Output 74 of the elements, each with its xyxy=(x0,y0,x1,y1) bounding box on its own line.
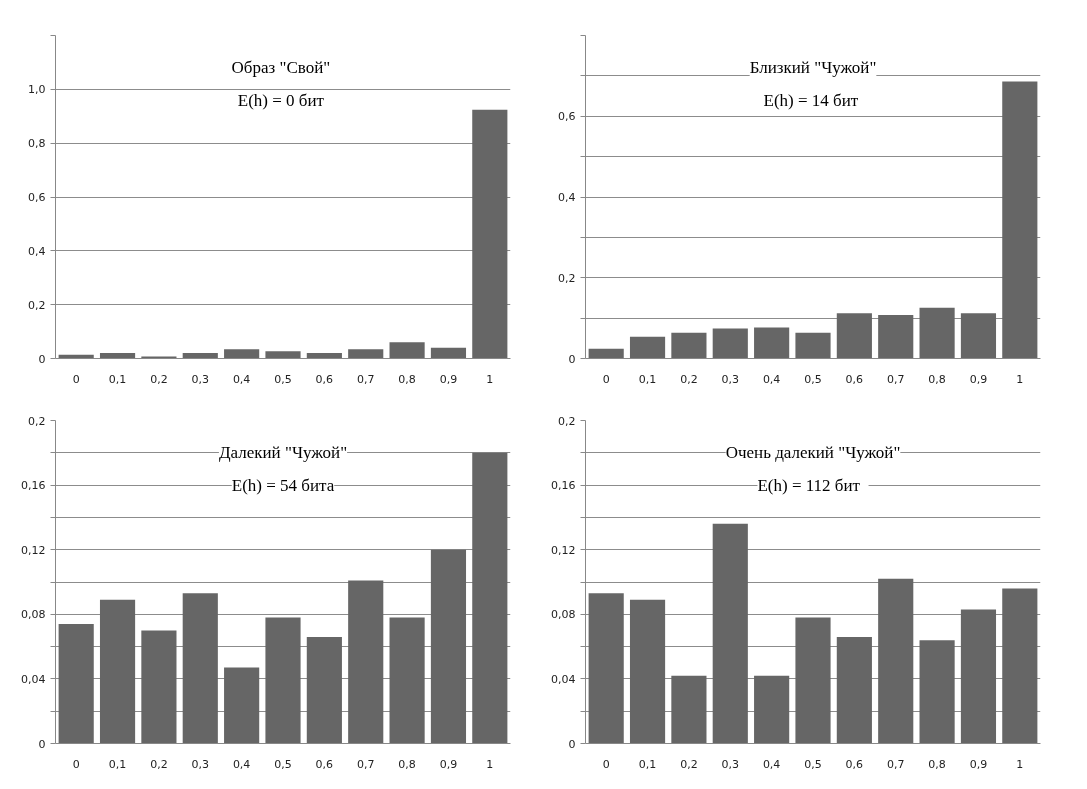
x-tick-label: 1 xyxy=(486,372,494,386)
annotation: E(h) = 0 бит xyxy=(237,90,325,110)
y-tick-label: 0,12 xyxy=(551,543,576,557)
annotation: E(h) = 14 бит xyxy=(763,90,859,110)
x-tick-label: 0,9 xyxy=(439,757,458,771)
y-tick-label: 0 xyxy=(38,352,46,366)
x-tick-label: 0,8 xyxy=(928,372,946,386)
annotation: Близкий "Чужой" xyxy=(749,58,877,78)
x-tick-label: 0,3 xyxy=(191,372,210,386)
x-tick-label: 0,4 xyxy=(232,757,251,771)
y-tick-label: 0,4 xyxy=(28,244,46,258)
annotation: E(h) = 54 бита xyxy=(231,475,335,495)
x-tick-label: 0,4 xyxy=(762,372,781,386)
y-tick-label: 0 xyxy=(568,737,576,751)
x-tick-label: 0,1 xyxy=(108,372,127,386)
y-tick-label: 0,12 xyxy=(21,543,46,557)
annotation: Очень далекий "Чужой" xyxy=(725,443,901,463)
y-tick-label: 0 xyxy=(38,737,46,751)
x-tick-label: 0,2 xyxy=(150,757,168,771)
x-tick-label: 0 xyxy=(72,757,80,771)
x-tick-label: 0 xyxy=(602,372,610,386)
x-tick-label: 0,9 xyxy=(969,757,988,771)
x-tick-label: 0,8 xyxy=(398,757,416,771)
y-tick-label: 0,2 xyxy=(28,298,46,312)
x-tick-label: 0,1 xyxy=(108,757,127,771)
x-tick-label: 0 xyxy=(602,757,610,771)
x-tick-label: 0,5 xyxy=(274,372,292,386)
x-tick-label: 0,3 xyxy=(191,757,210,771)
y-tick-label: 0,2 xyxy=(558,414,576,428)
x-tick-label: 0,6 xyxy=(845,372,864,386)
x-tick-label: 0,8 xyxy=(928,757,946,771)
x-tick-label: 0,6 xyxy=(845,757,864,771)
x-tick-label: 0,9 xyxy=(439,372,458,386)
y-tick-label: 0,08 xyxy=(551,608,576,622)
x-tick-label: 0,9 xyxy=(969,372,988,386)
x-tick-label: 1 xyxy=(1016,372,1024,386)
x-tick-label: 0 xyxy=(72,372,80,386)
x-tick-label: 0,1 xyxy=(638,372,657,386)
x-tick-label: 0,5 xyxy=(804,372,822,386)
y-tick-label: 0,08 xyxy=(21,608,46,622)
x-tick-label: 0,8 xyxy=(398,372,416,386)
annotation: Образ "Свой" xyxy=(231,58,331,78)
y-tick-label: 0,2 xyxy=(28,414,46,428)
y-tick-label: 0,6 xyxy=(558,110,576,124)
y-tick-label: 0,2 xyxy=(558,271,576,285)
x-tick-label: 0,7 xyxy=(356,372,375,386)
x-tick-label: 1 xyxy=(486,757,494,771)
x-tick-label: 0,2 xyxy=(150,372,168,386)
x-tick-label: 0,4 xyxy=(232,372,251,386)
x-tick-label: 0,7 xyxy=(356,757,375,771)
y-tick-label: 0,8 xyxy=(28,137,46,151)
y-tick-label: 0,16 xyxy=(21,479,46,493)
x-tick-label: 0,2 xyxy=(680,372,698,386)
y-tick-label: 0,04 xyxy=(21,672,46,686)
x-tick-label: 0,6 xyxy=(315,372,334,386)
x-tick-label: 0,3 xyxy=(721,757,740,771)
annotation: E(h) = 112 бит xyxy=(757,475,861,495)
x-tick-label: 0,3 xyxy=(721,372,740,386)
y-tick-label: 0,16 xyxy=(551,479,576,493)
x-tick-label: 0,2 xyxy=(680,757,698,771)
y-tick-label: 0,4 xyxy=(558,191,576,204)
x-tick-label: 0,5 xyxy=(274,757,292,771)
x-tick-label: 0,6 xyxy=(315,757,334,771)
x-tick-label: 0,1 xyxy=(638,757,657,771)
x-tick-label: 1 xyxy=(1016,757,1024,771)
x-tick-label: 0,4 xyxy=(762,757,781,771)
y-tick-label: 0,04 xyxy=(551,672,576,686)
x-tick-label: 0,5 xyxy=(804,757,822,771)
x-tick-label: 0,7 xyxy=(886,757,905,771)
y-tick-label: 1,0 xyxy=(28,83,46,97)
annotation: Далекий "Чужой" xyxy=(218,443,348,463)
x-tick-label: 0,7 xyxy=(886,372,905,386)
y-tick-label: 0,6 xyxy=(28,191,46,204)
y-tick-label: 0 xyxy=(568,352,576,366)
